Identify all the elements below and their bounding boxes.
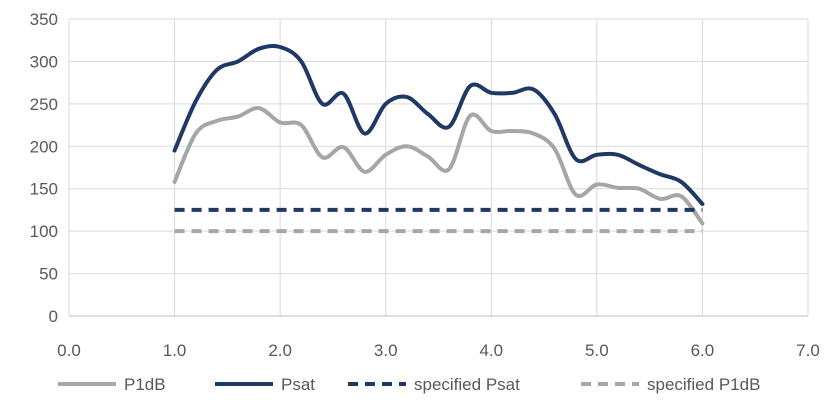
y-tick-label: 150: [30, 180, 58, 199]
legend-label-specified-p1db: specified P1dB: [647, 375, 760, 394]
y-tick-label: 300: [30, 52, 58, 71]
y-tick-label: 200: [30, 137, 58, 156]
x-tick-label: 2.0: [268, 341, 292, 360]
x-tick-label: 7.0: [796, 341, 820, 360]
series-line-p1db: [172, 106, 705, 226]
x-tick-label: 3.0: [374, 341, 398, 360]
y-tick-label: 100: [30, 222, 58, 241]
y-tick-label: 250: [30, 95, 58, 114]
series-line-psat: [172, 43, 705, 206]
y-tick-label: 50: [39, 265, 58, 284]
x-tick-label: 0.0: [57, 341, 81, 360]
x-tick-label: 6.0: [691, 341, 715, 360]
series-lines: [172, 43, 705, 234]
legend-label-psat: Psat: [281, 375, 315, 394]
x-axis-ticks: 0.0 1.0 2.0 3.0 4.0 5.0 6.0 7.0: [57, 341, 820, 360]
y-axis-ticks: 0 50 100 150 200 250 300 350: [30, 10, 58, 326]
legend-label-p1db: P1dB: [124, 375, 166, 394]
legend-label-specified-psat: specified Psat: [414, 375, 520, 394]
x-tick-label: 4.0: [479, 341, 503, 360]
y-tick-label: 0: [49, 307, 58, 326]
y-tick-label: 350: [30, 10, 58, 29]
grid-lines: [68, 18, 809, 317]
x-tick-label: 5.0: [585, 341, 609, 360]
x-tick-label: 1.0: [163, 341, 187, 360]
legend: P1dB Psat specified Psat specified P1dB: [58, 375, 760, 394]
